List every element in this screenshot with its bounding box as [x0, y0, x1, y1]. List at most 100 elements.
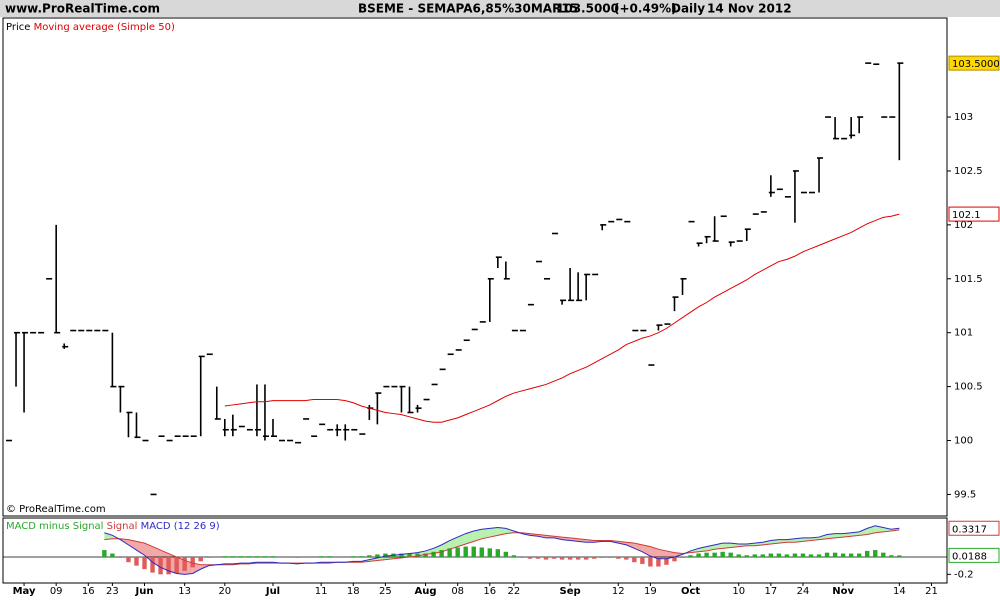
header-bar [0, 0, 1000, 17]
macd-fill [128, 539, 137, 551]
histogram-bar [359, 556, 364, 557]
histogram-bar [744, 555, 749, 557]
x-tick-label: Nov [832, 586, 854, 597]
histogram-bar [375, 554, 380, 557]
histogram-bar [575, 557, 581, 560]
histogram-bar [865, 550, 870, 557]
macd-panel [2, 517, 948, 584]
x-tick-label: 09 [50, 586, 63, 597]
x-tick-label: 18 [347, 586, 360, 597]
histogram-bar [383, 553, 388, 557]
macd-fill [642, 544, 651, 557]
y-tick-label: 102 [954, 220, 973, 231]
histogram-bar [583, 557, 589, 560]
period: Daily [671, 2, 705, 16]
x-tick-label: Oct [681, 586, 700, 597]
x-tick-label: 20 [218, 586, 231, 597]
histogram-bar [415, 553, 420, 557]
histogram-bar [254, 556, 260, 557]
x-tick-label: 11 [315, 586, 328, 597]
histogram-bar [126, 557, 131, 563]
histogram-bar [591, 557, 597, 559]
histogram-bar [351, 556, 356, 557]
histogram-bar [656, 557, 661, 567]
site-name: www.ProRealTime.com [5, 2, 160, 16]
x-tick-label: Aug [415, 586, 437, 597]
histogram-bar [640, 557, 645, 564]
macd-fill [827, 533, 836, 539]
histogram-bar [608, 557, 613, 558]
histogram-bar [455, 547, 460, 557]
histogram-bar [704, 552, 709, 557]
last-price: 103.5000 [556, 2, 619, 16]
series-line [224, 213, 900, 423]
histogram-bar [720, 551, 725, 557]
y-tick-label: 101 [954, 328, 973, 339]
histogram-bar [664, 557, 669, 565]
histogram-bar [712, 552, 717, 557]
x-tick-label: 22 [508, 586, 521, 597]
histogram-bar [294, 557, 300, 558]
histogram-bar [624, 557, 629, 560]
macd-fill [505, 528, 514, 534]
value-label: 0.0188 [952, 551, 987, 562]
histogram-bar [158, 557, 163, 575]
histogram-bar [142, 557, 147, 570]
histogram-bar [873, 550, 878, 557]
histogram-bar [262, 556, 268, 557]
legend-title: Price [6, 22, 30, 33]
instrument: BSEME - SEMAPA6,85%30MAR15 [358, 2, 578, 16]
x-tick-label: 12 [612, 586, 625, 597]
histogram-bar [198, 557, 203, 562]
histogram-bar [792, 553, 798, 557]
macd-legend: MACD minus Signal Signal MACD (12 26 9) [6, 521, 220, 532]
histogram-bar [423, 553, 428, 557]
value-label: 102.1 [952, 210, 981, 221]
histogram-bar [190, 557, 195, 568]
histogram-bar [134, 557, 139, 566]
histogram-bar [367, 555, 372, 557]
histogram-bar [824, 552, 830, 557]
histogram-bar [230, 556, 236, 557]
x-tick-label: 08 [451, 586, 464, 597]
y-tick-label: 103 [954, 112, 973, 123]
histogram-bar [431, 551, 436, 557]
histogram-bar [600, 557, 605, 558]
histogram-bar [897, 555, 902, 557]
legend-entry: MACD minus Signal [6, 521, 103, 532]
histogram-bar [118, 557, 123, 558]
y-tick-label: 101.5 [954, 274, 983, 285]
x-tick-label: May [13, 586, 36, 597]
y-tick-label: 102.5 [954, 166, 983, 177]
value-label: 0.3317 [952, 524, 987, 535]
histogram-bar [222, 556, 228, 557]
histogram-bar [110, 553, 115, 557]
histogram-bar [632, 557, 637, 563]
x-tick-label: 10 [732, 586, 745, 597]
macd-fill [626, 542, 635, 549]
series-line [104, 529, 900, 566]
histogram-bar [543, 557, 549, 560]
x-tick-label: 25 [379, 586, 392, 597]
histogram-bar [407, 553, 412, 557]
x-tick-label: 19 [644, 586, 657, 597]
histogram-bar [736, 554, 741, 557]
histogram-bar [768, 553, 774, 557]
copyright: © ProRealTime.com [6, 504, 106, 515]
histogram-bar [150, 557, 155, 573]
histogram-bar [206, 557, 211, 558]
macd-fill [698, 546, 707, 552]
histogram-bar [776, 553, 782, 557]
histogram-bar [238, 556, 244, 557]
macd-fill [457, 533, 466, 547]
macd-fill [650, 546, 659, 559]
histogram-bar [551, 557, 557, 559]
histogram-bar [463, 546, 468, 557]
histogram-bar [567, 557, 573, 560]
macd-fill [658, 549, 667, 559]
histogram-bar [840, 553, 846, 557]
histogram-bar [808, 554, 814, 557]
price-panel [2, 17, 948, 517]
histogram-bar [166, 557, 171, 575]
